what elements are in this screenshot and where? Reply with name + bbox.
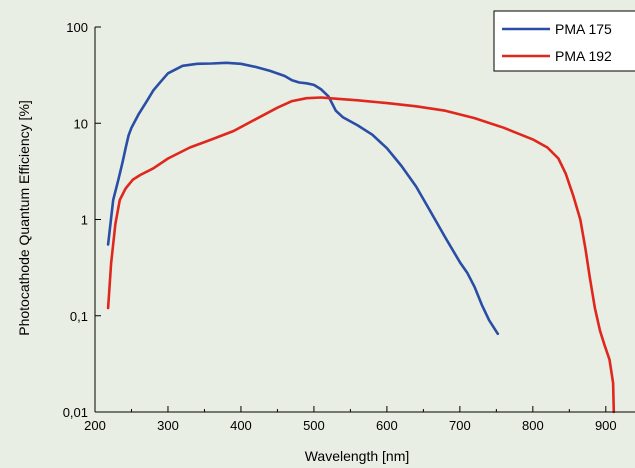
ticks: 200 300 400 500 600 700 800 900 0,01 0,1 1 10 100: [63, 20, 617, 433]
y-tick-label: 0,1: [70, 309, 88, 324]
x-tick-label: 500: [303, 418, 325, 433]
y-tick-label: 10: [74, 116, 88, 131]
x-tick-label: 300: [157, 418, 179, 433]
x-axis-title: Wavelength [nm]: [305, 448, 410, 464]
x-tick-label: 400: [230, 418, 252, 433]
x-tick-label: 600: [376, 418, 398, 433]
series-line-pma-192: [106, 96, 616, 414]
y-axis-title: Photocathode Quantum Efficiency [%]: [16, 100, 32, 336]
series-line-pma-175: [106, 61, 500, 336]
x-tick-label: 200: [84, 418, 106, 433]
legend-label-pma-192: PMA 192: [555, 48, 612, 64]
x-tick-label: 800: [522, 418, 544, 433]
y-tick-label: 1: [81, 213, 88, 228]
legend: PMA 175 PMA 192: [493, 10, 635, 72]
plot-area: [95, 27, 635, 412]
legend-label-pma-175: PMA 175: [555, 21, 612, 37]
legend-box: [493, 10, 635, 72]
x-tick-label: 700: [449, 418, 471, 433]
x-tick-label: 900: [595, 418, 617, 433]
series-lines: [106, 61, 616, 414]
y-tick-label: 0,01: [63, 405, 88, 420]
y-tick-label: 100: [66, 20, 88, 35]
